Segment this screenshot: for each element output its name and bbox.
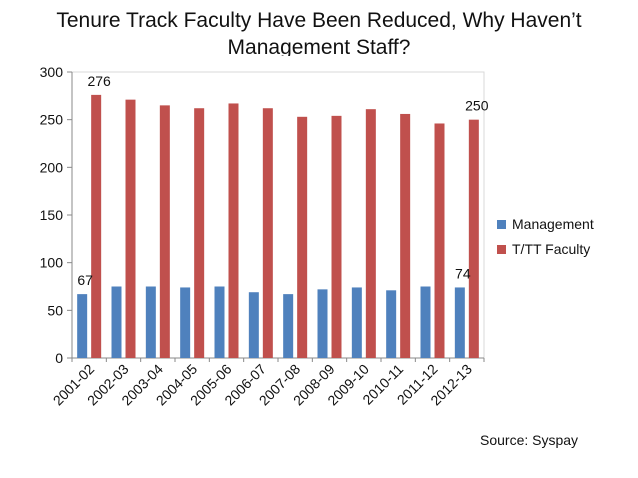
source-note: Source: Syspay: [480, 432, 579, 448]
bar-faculty: [297, 116, 308, 358]
y-tick-label: 200: [40, 159, 64, 175]
bar-faculty: [125, 99, 136, 358]
bar-management: [214, 286, 225, 358]
bar-faculty: [434, 123, 445, 358]
y-tick-label: 100: [40, 255, 64, 271]
bar-management: [351, 287, 362, 358]
bar-management: [420, 286, 431, 358]
bar-management: [248, 292, 259, 358]
chart-title-line-1: Tenure Track Faculty Have Been Reduced, …: [56, 9, 582, 32]
bar-management: [283, 294, 294, 358]
bar-faculty: [400, 113, 411, 359]
bar-management: [180, 287, 191, 358]
bar-management: [386, 290, 397, 358]
chart-title-line-2: Management Staff?: [227, 36, 411, 56]
y-tick-label: 150: [40, 207, 64, 223]
bar-faculty: [365, 109, 376, 359]
bar-faculty: [194, 108, 205, 358]
y-tick-label: 50: [47, 302, 63, 318]
bar-management: [317, 289, 328, 358]
bar-management: [145, 286, 156, 358]
y-tick-label: 0: [55, 350, 63, 366]
bar-faculty: [262, 108, 273, 358]
y-tick-label: 250: [40, 112, 64, 128]
data-label: 250: [465, 98, 489, 114]
bar-faculty: [159, 105, 170, 358]
bar-faculty: [331, 115, 342, 358]
bar-faculty: [228, 103, 239, 359]
y-tick-label: 300: [40, 64, 64, 80]
bar-management: [454, 287, 465, 358]
bar-management: [77, 294, 88, 358]
data-label: 74: [455, 265, 471, 281]
legend-swatch: [497, 220, 506, 229]
data-label: 67: [77, 272, 93, 288]
legend-swatch: [497, 245, 506, 254]
legend-label: Management: [512, 216, 594, 232]
bar-faculty: [91, 94, 102, 358]
bar-faculty: [468, 119, 479, 359]
data-label: 276: [87, 73, 111, 89]
bar-management: [111, 286, 122, 358]
legend-label: T/TT Faculty: [512, 241, 590, 257]
